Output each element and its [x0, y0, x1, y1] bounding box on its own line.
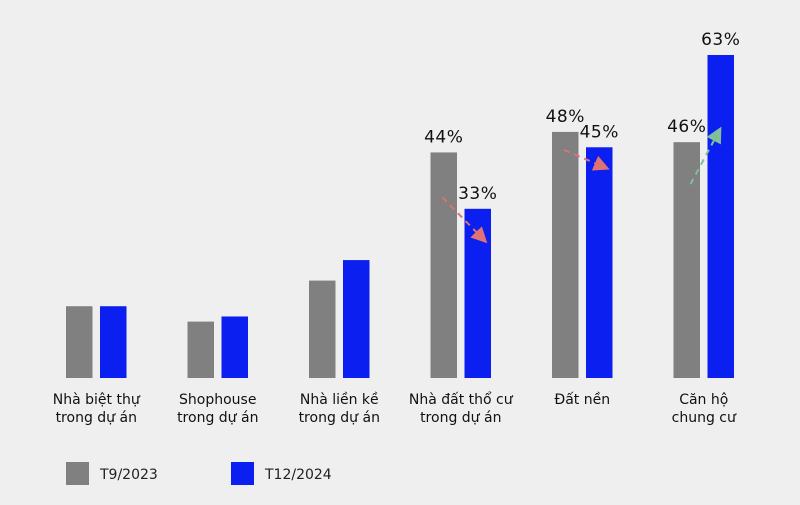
category-label: trong dự án — [420, 410, 501, 426]
bar-t12-2024-2 — [343, 260, 370, 378]
category-label: trong dự án — [56, 410, 137, 426]
category-label: Đất nền — [554, 391, 610, 408]
bar-t9-2023-0 — [66, 306, 93, 378]
category-label: Nhà biệt thự — [53, 392, 141, 408]
data-label: 63% — [701, 30, 740, 50]
data-label: 48% — [546, 107, 585, 127]
data-label: 33% — [458, 184, 497, 204]
legend-swatch-t12-2024 — [231, 462, 254, 485]
legend-label-t12-2024: T12/2024 — [264, 467, 332, 483]
data-label: 44% — [424, 127, 463, 147]
data-label: 45% — [580, 122, 619, 142]
category-label: trong dự án — [299, 410, 380, 426]
category-label: chung cư — [672, 410, 737, 426]
bar-t12-2024-1 — [221, 316, 248, 378]
bar-t9-2023-2 — [309, 280, 336, 378]
category-label: Shophouse — [179, 392, 256, 408]
legend: T9/2023 T12/2024 — [66, 462, 332, 485]
category-label: Nhà liền kề — [300, 391, 379, 408]
bar-t12-2024-5 — [707, 55, 734, 378]
legend-label-t9-2023: T9/2023 — [99, 467, 158, 483]
data-label: 46% — [667, 117, 706, 137]
bar-t12-2024-4 — [586, 147, 613, 378]
legend-swatch-t9-2023 — [66, 462, 89, 485]
bar-t9-2023-1 — [187, 321, 214, 378]
bar-t12-2024-0 — [100, 306, 127, 378]
bar-t9-2023-5 — [673, 142, 700, 378]
bar-t12-2024-3 — [464, 208, 491, 378]
category-label: Nhà đất thổ cư — [409, 391, 514, 408]
bar-t9-2023-4 — [552, 131, 579, 378]
bar-t9-2023-3 — [430, 152, 457, 378]
category-label: trong dự án — [177, 410, 258, 426]
category-label: Căn hộ — [679, 392, 728, 408]
trend-arrow-down-icon — [563, 148, 610, 171]
